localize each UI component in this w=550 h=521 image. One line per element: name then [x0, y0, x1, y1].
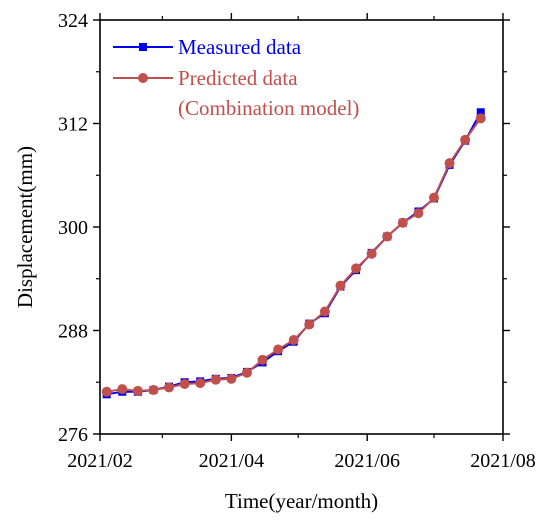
x-tick-label: 2021/02: [67, 450, 133, 472]
legend-marker-circle: [138, 73, 148, 83]
y-axis-title: Displacement(mm): [13, 146, 37, 308]
legend-label-measured: Measured data: [178, 35, 302, 59]
axes: 276 288 300 312 324 2021/02 2021/04 2021/06 2021…: [58, 10, 536, 472]
data-point-predicted: [101, 386, 112, 397]
data-point-predicted: [195, 378, 206, 389]
data-point-predicted: [397, 217, 408, 228]
data-point-predicted: [241, 367, 252, 378]
y-tick-label: 288: [58, 321, 88, 343]
data-point-predicted: [335, 280, 346, 291]
data-point-predicted: [117, 384, 128, 395]
data-point-predicted: [304, 319, 315, 330]
data-point-predicted: [382, 231, 393, 242]
data-point-predicted: [226, 373, 237, 384]
data-point-predicted: [132, 385, 143, 396]
data-point-predicted: [257, 354, 268, 365]
data-point-predicted: [444, 158, 455, 169]
x-tick-label: 2021/06: [334, 450, 400, 472]
legend-label-predicted: Predicted data: [178, 66, 298, 90]
data-point-predicted: [460, 134, 471, 145]
data-point-predicted: [366, 248, 377, 259]
plot-frame: [99, 19, 504, 435]
data-point-predicted: [319, 306, 330, 317]
x-axis-title: Time(year/month): [225, 489, 378, 513]
y-tick-label: 312: [58, 114, 88, 136]
y-tick-label: 324: [58, 10, 88, 32]
legend-label-predicted-model: (Combination model): [178, 96, 359, 120]
data-point-predicted: [210, 374, 221, 385]
y-tick-label: 300: [58, 217, 88, 239]
x-tick-label: 2021/04: [199, 450, 265, 472]
x-tick-label: 2021/08: [470, 450, 536, 472]
data-point-predicted: [288, 334, 299, 345]
data-point-predicted: [351, 263, 362, 274]
data-point-predicted: [273, 344, 284, 355]
series-line-predicted: [106, 117, 482, 393]
data-point-predicted: [179, 378, 190, 389]
data-point-predicted: [164, 382, 175, 393]
data-point-predicted: [475, 113, 486, 124]
series-layer: [101, 108, 486, 399]
y-tick-label: 276: [58, 424, 88, 446]
data-point-measured: [476, 108, 485, 117]
data-point-predicted: [428, 192, 439, 203]
legend-marker-square: [139, 43, 147, 51]
series-line-measured: [106, 111, 482, 396]
data-point-predicted: [148, 385, 159, 396]
data-point-predicted: [413, 208, 424, 219]
legend: Measured data Predicted data (Combinatio…: [113, 35, 359, 120]
